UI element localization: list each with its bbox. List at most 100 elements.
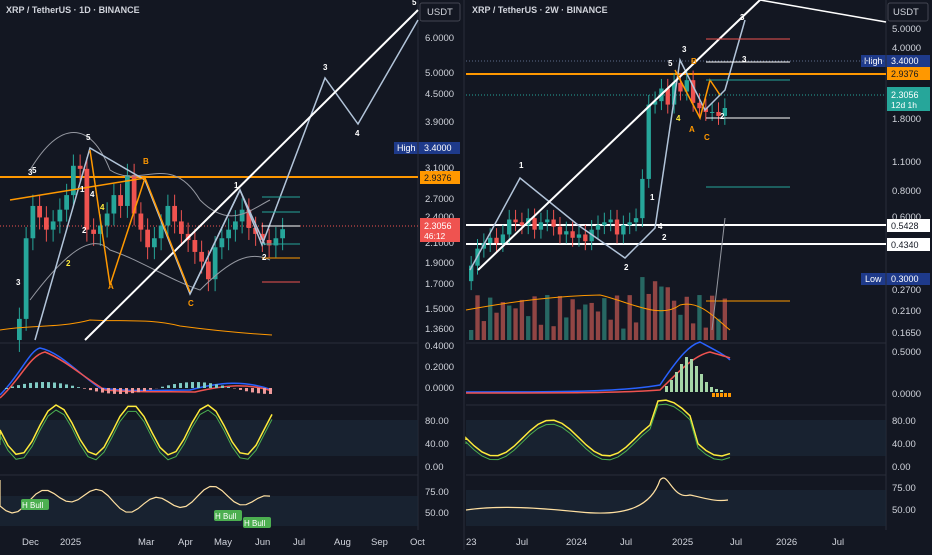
macd-histogram-bar (71, 386, 74, 388)
macd-tick-label: 0.0000 (425, 383, 454, 394)
volume-bar (672, 301, 676, 340)
right-high-value: 3.4000 (891, 56, 919, 66)
macd-histogram-bar (710, 387, 713, 392)
candle (488, 238, 492, 243)
macd-histogram-bar (269, 388, 272, 394)
volume-bar (513, 308, 517, 340)
volume-bar (602, 298, 606, 340)
stoch-tick-label: 40.00 (425, 439, 449, 450)
volume-bar (507, 306, 511, 340)
candle (494, 238, 498, 243)
volume-bar (659, 287, 663, 340)
candle (125, 175, 130, 206)
wave-label: 5 (86, 133, 91, 142)
candle (710, 112, 714, 113)
wave-label: 2 (66, 259, 71, 268)
wave-label: 2 (720, 112, 725, 121)
wave-label: 3 (323, 63, 328, 72)
candle (58, 210, 63, 222)
wave-label: 3 (740, 13, 745, 22)
candle (118, 195, 123, 206)
macd-histogram-bar (221, 386, 224, 388)
volume-bar (570, 299, 574, 340)
volume-bar (628, 295, 632, 340)
wave-label: 1 (80, 185, 85, 194)
macd-histogram-bar (101, 388, 104, 393)
right-line1-value: 0.5428 (891, 221, 919, 231)
right-chart-title: XRP / TetherUS · 2W · BINANCE (472, 5, 608, 15)
time-axis-label: 2026 (776, 537, 797, 548)
candle (206, 262, 211, 280)
candle (240, 210, 245, 222)
macd-histogram-bar (257, 388, 260, 393)
macd-histogram-bar (720, 390, 723, 392)
stoch-tick-label: 40.00 (892, 439, 916, 450)
wave-label: 1 (650, 193, 655, 202)
candle (647, 105, 651, 179)
wave-label: 4 (100, 203, 105, 212)
stoch-tick-label: 80.00 (425, 416, 449, 427)
macd-histogram-bar (179, 383, 182, 388)
volume-bar (551, 326, 555, 340)
volume-bar (539, 325, 543, 340)
wave-label: 2 (262, 253, 267, 262)
candle (507, 220, 511, 235)
time-axis-label: 2025 (672, 537, 693, 548)
macd-histogram-bar (712, 393, 715, 397)
macd-histogram-bar (17, 385, 20, 388)
price-tick-label: 0.8000 (892, 186, 921, 197)
left-orange-level-value: 2.9376 (424, 173, 452, 183)
price-tick-label: 0.2100 (892, 306, 921, 317)
macd-histogram-bar (724, 393, 727, 397)
macd-histogram-bar (263, 388, 266, 394)
wave-label: 1 (519, 161, 524, 170)
macd-histogram-bar (41, 382, 44, 388)
macd-histogram-bar (113, 388, 116, 394)
wave-label: C (188, 299, 194, 308)
price-tick-label: 3.9000 (425, 117, 454, 128)
wave-label: 1 (234, 181, 239, 190)
left-currency-label: USDT (427, 7, 453, 18)
volume-bar (666, 287, 670, 340)
candle (570, 231, 574, 238)
volume-bar (494, 313, 498, 340)
time-axis-label: Oct (410, 537, 425, 548)
wave-label: 4 (676, 114, 681, 123)
wave-label: A (108, 282, 114, 291)
candle (145, 230, 150, 248)
volume-bar (634, 322, 638, 340)
macd-histogram-bar (23, 384, 26, 388)
candle (78, 166, 83, 169)
macd-histogram-bar (215, 384, 218, 388)
price-tick-label: 1.1000 (892, 157, 921, 168)
macd-histogram-bar (11, 387, 14, 388)
macd-histogram-bar (675, 372, 678, 392)
macd-tick-label: 0.0000 (892, 389, 921, 400)
macd-tick-label: 0.4000 (425, 341, 454, 352)
macd-histogram-bar (700, 374, 703, 392)
left-high-label: High (397, 143, 416, 153)
volume-bar (596, 311, 600, 340)
right-orange-level-value: 2.9376 (891, 69, 919, 79)
time-axis-label: Jul (832, 537, 844, 548)
macd-histogram-bar (716, 393, 719, 397)
macd-histogram-bar (59, 383, 62, 388)
macd-histogram-bar (197, 382, 200, 388)
candle (532, 218, 536, 230)
candle (280, 229, 285, 238)
macd-histogram-bar (119, 388, 122, 394)
macd-histogram-bar (191, 382, 194, 388)
rsi-tick-label: 50.00 (425, 508, 449, 519)
price-tick-label: 5.0000 (425, 68, 454, 79)
candle (220, 238, 225, 247)
volume-bar (609, 320, 613, 340)
macd-histogram-bar (125, 388, 128, 394)
candle (697, 103, 701, 108)
volume-bar (704, 328, 708, 340)
macd-histogram-bar (715, 389, 718, 392)
time-axis-label: Jul (620, 537, 632, 548)
candle (112, 195, 117, 213)
volume-bar (520, 300, 524, 340)
left-last-price: 2.3056 (424, 221, 452, 231)
